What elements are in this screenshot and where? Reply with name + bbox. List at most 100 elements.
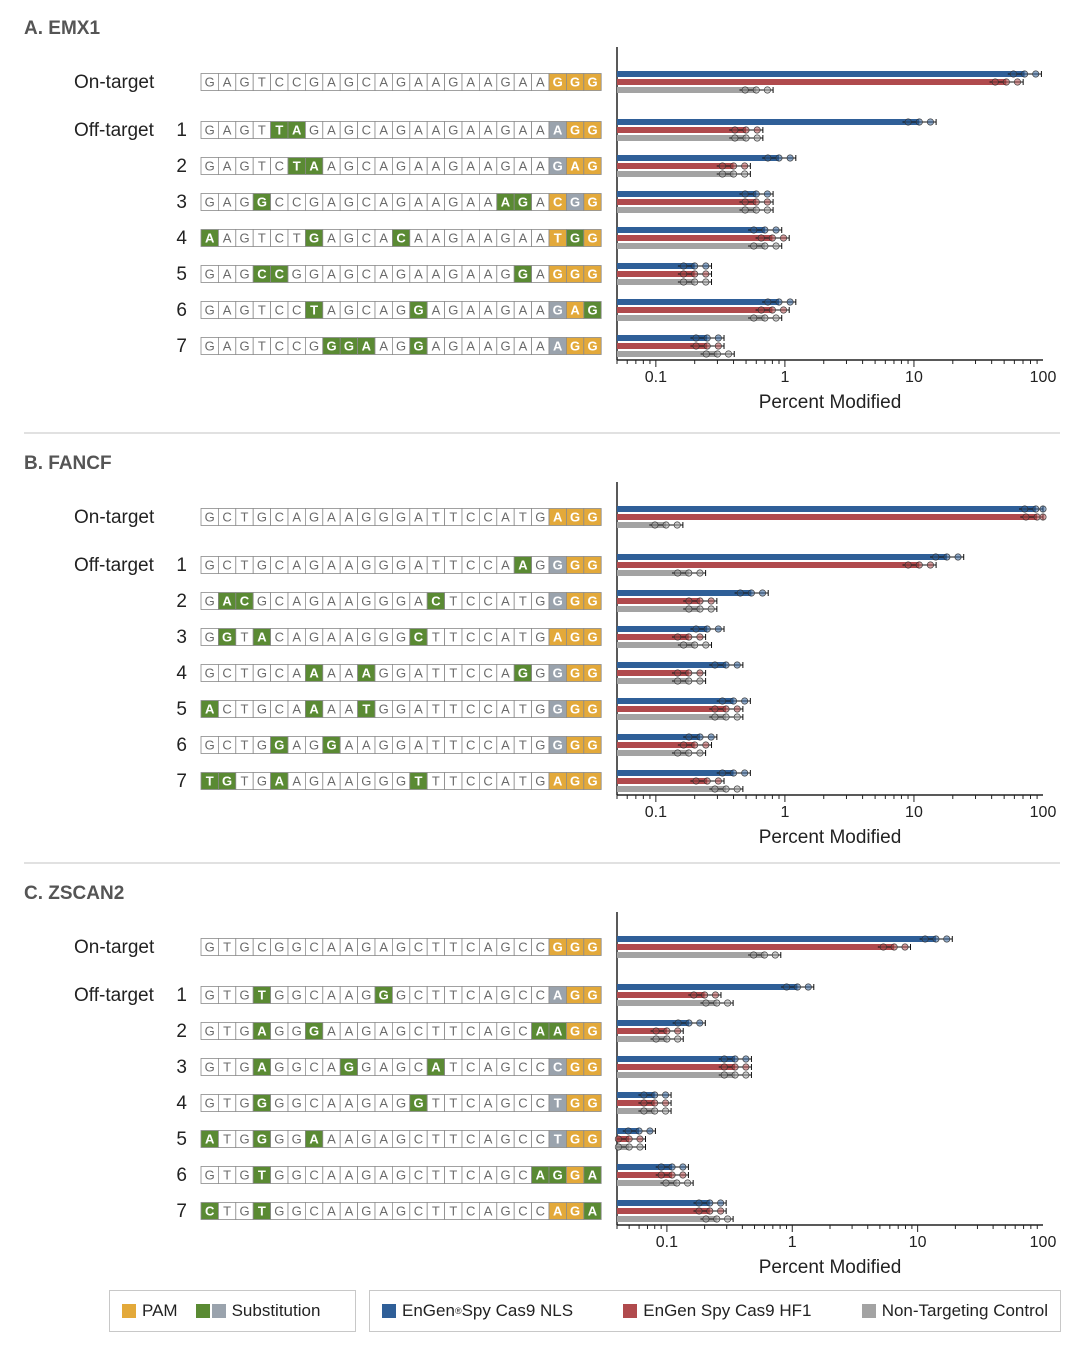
sequence-base: A <box>379 1060 388 1075</box>
sequence-base: A <box>327 510 336 525</box>
replicate-point <box>685 605 693 613</box>
sequence-base: G <box>361 1024 371 1039</box>
off-target-number: 6 <box>176 1165 187 1186</box>
sequence-base: A <box>223 195 232 210</box>
sequence-base: C <box>536 1060 545 1075</box>
replicate-point <box>722 785 730 793</box>
sequence-base: G <box>587 1096 597 1111</box>
replicate-point <box>702 350 710 358</box>
sequence-base: G <box>361 988 371 1003</box>
replicate-point <box>742 1063 750 1071</box>
sequence-base: G <box>257 738 267 753</box>
sequence-base: G <box>570 1096 580 1111</box>
sequence-base: C <box>292 303 301 318</box>
sequence-base: G <box>274 1204 284 1219</box>
replicate-point <box>720 1063 728 1071</box>
sequence-base: T <box>241 666 249 681</box>
sequence-base: G <box>292 267 302 282</box>
sequence-cell <box>583 700 602 718</box>
sequence-base: G <box>239 267 249 282</box>
bar <box>617 1164 673 1170</box>
sequence-base: A <box>484 231 493 246</box>
replicate-point <box>750 951 758 959</box>
replicate-point <box>1002 78 1010 86</box>
sequence-base: G <box>239 1132 249 1147</box>
sequence-base: T <box>241 510 249 525</box>
replicate-point <box>696 597 704 605</box>
replicate-point <box>696 677 704 685</box>
replicate-point <box>646 1127 654 1135</box>
sequence-base: G <box>379 988 389 1003</box>
replicate-point <box>695 1207 703 1215</box>
sequence-base: G <box>396 1132 406 1147</box>
bar <box>617 71 1025 77</box>
sequence-base: C <box>362 195 371 210</box>
off-target-number: 7 <box>176 1201 187 1222</box>
sequence-base: A <box>327 1096 336 1111</box>
sequence-base: G <box>257 195 267 210</box>
sequence-base: A <box>484 1132 493 1147</box>
sequence-base: G <box>553 666 563 681</box>
sequence-base: T <box>449 510 457 525</box>
sequence-base: T <box>449 738 457 753</box>
sequence-base: T <box>223 1132 231 1147</box>
bar <box>617 634 689 640</box>
off-target-number: 2 <box>176 591 187 612</box>
replicate-point <box>685 1019 693 1027</box>
sequence-base: A <box>501 774 510 789</box>
replicate-point <box>741 170 749 178</box>
sequence-base: T <box>554 1096 562 1111</box>
bar <box>617 1200 710 1206</box>
replicate-point <box>780 234 788 242</box>
replicate-point <box>668 1163 676 1171</box>
sequence-cell <box>583 157 602 175</box>
sequence-base: C <box>222 666 231 681</box>
replicate-point <box>702 270 710 278</box>
sequence-base: G <box>274 1096 284 1111</box>
sequence-base: A <box>362 666 372 681</box>
sequence-base: A <box>379 1096 388 1111</box>
sequence-base: C <box>275 303 284 318</box>
bar <box>617 706 727 712</box>
sequence-base: C <box>466 1132 475 1147</box>
sequence-base: G <box>309 267 319 282</box>
bar <box>617 678 689 684</box>
sequence-base: A <box>205 702 215 717</box>
replicate-point <box>793 983 801 991</box>
sequence-base: A <box>379 1024 388 1039</box>
off-target-label: Off-target <box>74 120 155 141</box>
replicate-point <box>691 262 699 270</box>
sequence-base: G <box>448 231 458 246</box>
bar <box>617 335 708 341</box>
sequence-base: A <box>519 303 528 318</box>
sequence-base: G <box>500 123 510 138</box>
replicate-point <box>720 1055 728 1063</box>
sequence-base: T <box>432 738 440 753</box>
sequence-base: A <box>345 988 354 1003</box>
replicate-point <box>733 705 741 713</box>
replicate-point <box>696 749 704 757</box>
replicate-point <box>702 641 710 649</box>
sequence-base: G <box>205 123 215 138</box>
sequence-base: G <box>205 75 215 90</box>
sequence-base: G <box>570 339 580 354</box>
x-tick-label: 1 <box>788 1234 797 1251</box>
legend-cas9-hf1: EnGen Spy Cas9 HF1 <box>623 1301 811 1321</box>
replicate-point <box>890 943 898 951</box>
replicate-point <box>1032 70 1040 78</box>
bar <box>617 770 734 776</box>
replicate-point <box>657 1171 665 1179</box>
replicate-point <box>691 641 699 649</box>
replicate-point <box>786 298 794 306</box>
sequence-base: G <box>553 267 563 282</box>
sequence-base: T <box>258 1168 266 1183</box>
replicate-point <box>731 1055 739 1063</box>
sequence-base: G <box>205 988 215 1003</box>
sequence-base: G <box>239 1204 249 1219</box>
off-target-number: 4 <box>176 663 187 684</box>
sequence-base: G <box>570 1132 580 1147</box>
sequence-base: A <box>327 1024 336 1039</box>
sequence-base: T <box>432 988 440 1003</box>
off-target-number: 3 <box>176 627 187 648</box>
